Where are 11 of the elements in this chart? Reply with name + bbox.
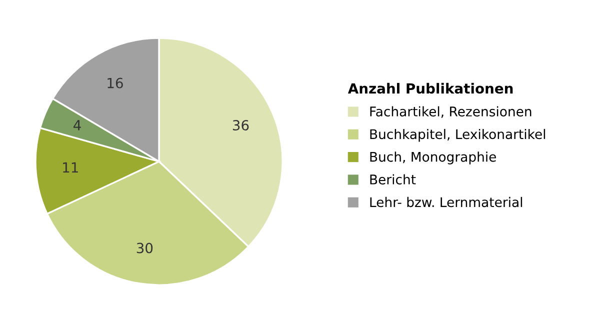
data-label: 36 — [232, 120, 249, 131]
legend-label: Bericht — [370, 174, 416, 184]
legend-label: Lehr- bzw. Lernmaterial — [370, 196, 522, 208]
legend-label: Buch, Monographie — [370, 152, 496, 164]
legend-label: Buchkapitel, Lexikonartikel — [370, 128, 546, 142]
legend-label: Fachartikel, Rezensionen — [370, 106, 532, 118]
data-label: 11 — [63, 162, 78, 173]
legend-title: Anzahl Publikationen — [348, 82, 513, 94]
data-label: 16 — [108, 78, 123, 88]
data-label: 30 — [136, 242, 153, 254]
data-label: 4 — [74, 120, 81, 130]
